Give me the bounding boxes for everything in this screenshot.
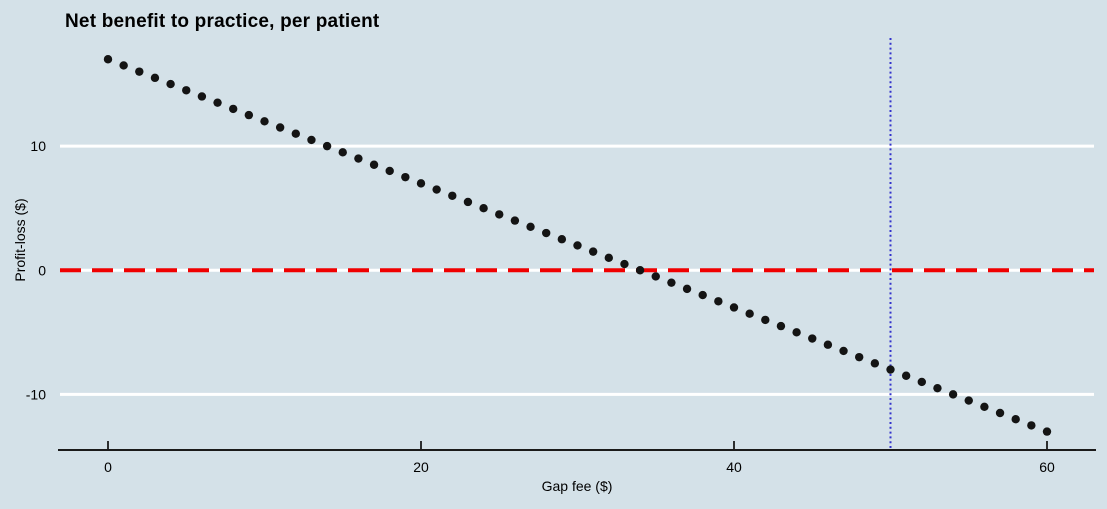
data-point bbox=[557, 235, 567, 244]
y-tick-label: 10 bbox=[30, 138, 46, 154]
data-point bbox=[808, 334, 817, 343]
data-point bbox=[510, 216, 520, 225]
data-point bbox=[291, 129, 300, 138]
data-point bbox=[792, 328, 801, 337]
data-point bbox=[651, 272, 660, 281]
data-point bbox=[244, 110, 254, 120]
data-point bbox=[917, 377, 926, 387]
data-point bbox=[135, 67, 144, 76]
data-point bbox=[213, 98, 222, 107]
data-point bbox=[761, 315, 770, 325]
data-point bbox=[823, 340, 833, 349]
data-point bbox=[964, 396, 973, 405]
data-point bbox=[229, 104, 238, 114]
data-point bbox=[182, 86, 191, 95]
data-point bbox=[682, 284, 692, 294]
data-point bbox=[275, 123, 285, 132]
data-point bbox=[588, 247, 598, 256]
data-point bbox=[103, 55, 113, 64]
data-point bbox=[463, 197, 473, 207]
data-point bbox=[776, 321, 786, 331]
data-point bbox=[448, 191, 457, 200]
data-point bbox=[119, 61, 128, 70]
data-point bbox=[369, 160, 379, 169]
data-point bbox=[620, 259, 629, 269]
data-point bbox=[166, 79, 175, 89]
x-axis-label: Gap fee ($) bbox=[541, 478, 613, 494]
data-point bbox=[635, 266, 645, 275]
data-point bbox=[855, 352, 864, 362]
data-point bbox=[338, 148, 347, 157]
data-point bbox=[604, 253, 613, 263]
y-tick-label: 0 bbox=[38, 262, 46, 278]
x-tick-label: 0 bbox=[104, 459, 112, 475]
data-point bbox=[901, 371, 911, 380]
data-point bbox=[432, 185, 441, 194]
data-point bbox=[401, 172, 410, 182]
data-point bbox=[698, 290, 707, 300]
data-point bbox=[526, 222, 535, 232]
data-point bbox=[1042, 427, 1052, 436]
data-point bbox=[948, 390, 958, 399]
data-point bbox=[729, 303, 739, 312]
x-tick-label: 60 bbox=[1039, 459, 1055, 475]
data-point bbox=[886, 365, 895, 374]
data-point bbox=[667, 278, 676, 287]
data-point bbox=[542, 228, 551, 238]
data-point bbox=[870, 359, 880, 368]
data-point bbox=[1011, 415, 1020, 424]
y-axis-label: Profit-loss ($) bbox=[12, 198, 28, 282]
data-point bbox=[980, 402, 989, 411]
data-point bbox=[839, 346, 848, 356]
x-tick-label: 40 bbox=[726, 459, 742, 475]
y-tick-label: -10 bbox=[26, 386, 46, 402]
data-point bbox=[1027, 421, 1036, 430]
data-point bbox=[354, 154, 363, 163]
chart-title: Net benefit to practice, per patient bbox=[65, 11, 380, 32]
data-point bbox=[416, 179, 426, 188]
data-point bbox=[150, 73, 160, 83]
data-point bbox=[322, 141, 332, 151]
data-point bbox=[197, 92, 207, 101]
data-point bbox=[495, 210, 504, 219]
data-point bbox=[260, 117, 269, 126]
data-point bbox=[933, 383, 942, 393]
data-point bbox=[573, 241, 582, 250]
data-point bbox=[714, 297, 723, 306]
data-point bbox=[479, 203, 488, 213]
data-point bbox=[307, 135, 316, 145]
data-point bbox=[385, 166, 394, 176]
data-point bbox=[745, 309, 754, 318]
data-point bbox=[995, 408, 1005, 418]
x-tick-label: 20 bbox=[413, 459, 429, 475]
